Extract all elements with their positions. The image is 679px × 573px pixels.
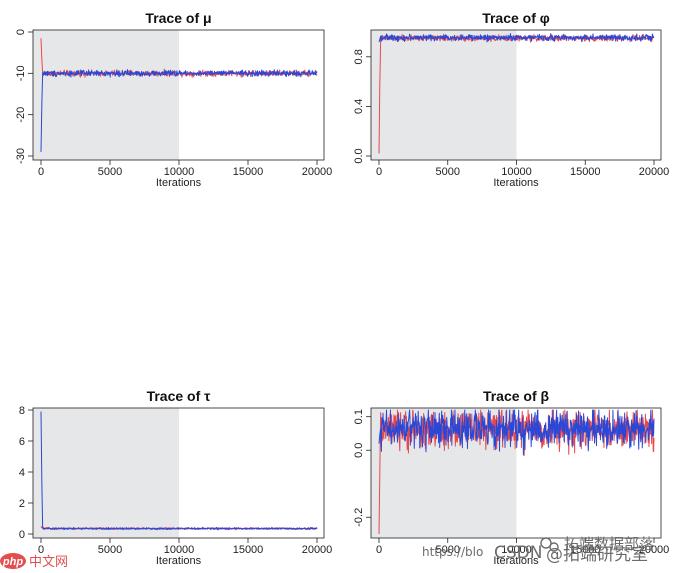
y-tick-label: -30 [15,148,27,164]
x-tick-label: 10000 [501,544,532,556]
y-tick-label: 6 [19,436,25,448]
wechat-watermark: 拓端数据部落 [564,535,654,553]
charts-group: Trace of μ0 5000 10000 15000 20000Iterations… [15,10,669,567]
panel-title: Trace of β [483,388,550,404]
handle-watermark: @拓端研究室 [546,545,648,565]
x-axis-label: Iterations [156,177,202,189]
x-tick-label: 20000 [639,166,670,178]
plot-frame [370,29,662,161]
x-tick-label: 0 [376,166,382,178]
y-tick-label: 0.0 [353,148,365,163]
x-axis-label: Iterations [493,555,539,567]
panel-title: Trace of τ [147,388,212,404]
x-axis-label: Iterations [156,555,202,567]
trace-line-blue [378,33,655,43]
x-tick-label: 15000 [570,544,601,556]
burnin-region [33,30,179,160]
panel-title: Trace of φ [482,10,550,26]
x-tick-label: 15000 [233,166,264,178]
y-tick-label: 0.4 [353,99,365,114]
x-tick-label: 0 [376,544,382,556]
blog-watermark: https://blo [422,545,483,559]
php-site-text: 中文网 [29,555,68,570]
y-tick-label: 0.1 [353,409,365,424]
x-tick-label: 0 [38,166,44,178]
y-tick-label: -10 [15,65,27,81]
y-tick-label: 0 [19,529,25,541]
csdn-watermark: CSDN [494,543,542,563]
burnin-region [371,30,517,160]
wechat-logo-icon [540,537,559,552]
x-axis-label: Iterations [493,177,539,189]
x-tick-label: 10000 [164,166,195,178]
y-tick-label: -20 [15,107,27,123]
trace-line-blue [40,411,318,531]
x-tick-label: 15000 [233,544,264,556]
y-tick-label: -0.2 [353,508,365,527]
x-tick-label: 10000 [164,544,195,556]
php-logo-text: php [2,556,23,568]
x-tick-label: 5000 [436,544,460,556]
plot-frame [32,407,325,539]
burnin-region [33,408,179,538]
y-tick-label: 2 [19,498,25,510]
trace-line-blue [40,69,318,152]
watermark-layer: https://blo CSDN @拓端研究室 拓端数据部落 php 中文网 [0,535,654,570]
trace-panel-3: Trace of τ 0 5000 10000 15000 20000 Iterations… [19,388,332,567]
x-tick-label: 20000 [302,544,333,556]
x-tick-label: 5000 [98,544,122,556]
x-tick-label: 5000 [436,166,460,178]
x-tick-label: 20000 [639,544,670,556]
php-logo: php 中文网 [0,553,68,570]
trace-panel-2: Trace of φ 0 5000 10000 15000 20000 Iterations… [353,10,669,189]
trace-panel-1: Trace of μ 0 5000 10000 15000 20000 Iterations… [15,10,332,189]
y-tick-label: 0.8 [353,49,365,64]
panel-title: Trace of μ [145,10,211,26]
plot-frame [370,407,662,539]
y-tick-label: 4 [19,467,25,479]
y-tick-label: 8 [19,405,25,417]
x-tick-label: 15000 [570,166,601,178]
trace-line-blue [378,409,655,456]
y-tick-label: 0 [15,29,27,35]
y-tick-label: 0.0 [353,443,365,458]
trace-panel-4: Trace of β 0 5000 10000 15000 20000 Iterations… [353,388,669,567]
x-tick-label: 5000 [98,166,122,178]
x-tick-label: 20000 [302,166,333,178]
plot-frame [32,29,325,161]
x-tick-label: 10000 [501,166,532,178]
x-tick-label: 0 [38,544,44,556]
